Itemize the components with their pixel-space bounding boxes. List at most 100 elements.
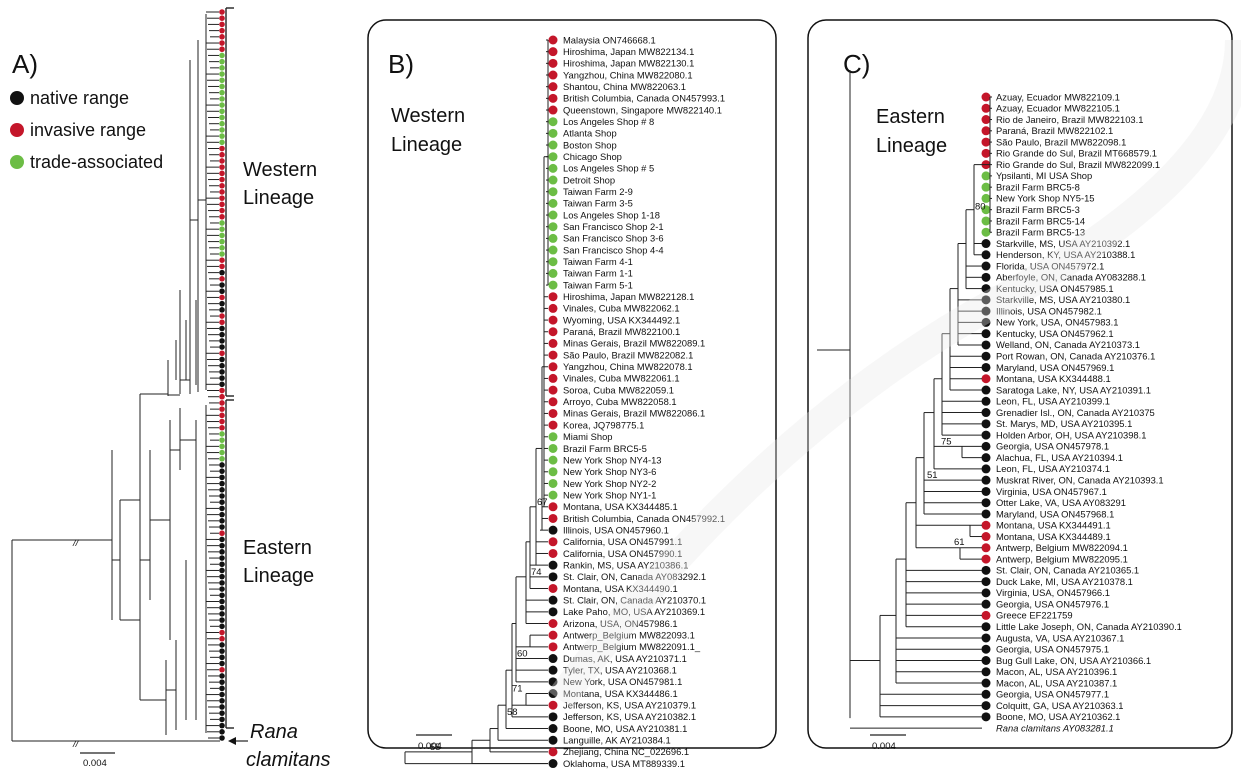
panel-b-leaf-label: Taiwan Farm 3-5 bbox=[563, 198, 633, 209]
panel-c-leaf-label: St. Clair, ON, Canada AY210365.1 bbox=[996, 565, 1139, 576]
panel-a-tip-dot bbox=[219, 40, 225, 46]
panel-b-leaf-dot bbox=[548, 233, 558, 243]
panel-a-tip-dot bbox=[219, 356, 225, 363]
panel-c-leaf-dot bbox=[981, 520, 991, 530]
panel-a-tip-dot bbox=[219, 728, 225, 735]
panel-b-leaf-label: Minas Gerais, Brazil MW822086.1 bbox=[563, 408, 705, 419]
panel-a-tip-dot bbox=[219, 666, 225, 673]
panel-a-tip-dot bbox=[219, 518, 225, 524]
legend-label-native: native range bbox=[30, 88, 129, 108]
panel-a-tip-dot bbox=[219, 338, 225, 344]
panel-b-leaf-label: Los Angeles Shop # 8 bbox=[563, 116, 654, 127]
panel-b-leaf-dot bbox=[548, 82, 558, 92]
panel-c-leaf-label: Brazil Farm BRC5-3 bbox=[996, 204, 1080, 215]
panel-c-leaf-dot bbox=[981, 701, 991, 711]
panel-a-tip-dot bbox=[219, 9, 225, 15]
panel-b-leaf-label: Antwerp_Belgium MW822093.1 bbox=[563, 629, 695, 640]
panel-c-leaf-label: St. Marys, MD, USA AY210395.1 bbox=[996, 418, 1132, 429]
panel-b-leaf-dot bbox=[548, 257, 558, 267]
panel-a-tip-dot bbox=[219, 276, 225, 282]
panel-b-leaf-dot bbox=[548, 583, 558, 593]
panel-a-tip-dot bbox=[219, 133, 225, 139]
panel-a-tip-dot bbox=[219, 381, 225, 388]
panel-c-leaf-label: Grenadier Isl., ON, Canada AY210375 bbox=[996, 407, 1155, 418]
panel-a-tip-dot bbox=[219, 282, 225, 288]
panel-c-leaf-label: Illinois, USA ON457982.1 bbox=[996, 305, 1102, 316]
panel-c-leaf-dot bbox=[981, 667, 991, 677]
panel-c-leaf-label: Henderson, KY, USA AY210388.1 bbox=[996, 249, 1135, 260]
panel-a-tip-dot bbox=[219, 449, 225, 456]
panel-a-tip-dot bbox=[219, 201, 225, 208]
panel-c-leaf-label: Boone, MO, USA AY210362.1 bbox=[996, 711, 1120, 722]
panel-c-leaf-dot bbox=[981, 656, 991, 665]
panel-b-leaf-dot bbox=[548, 747, 558, 757]
outgroup-arrowhead bbox=[228, 737, 236, 745]
panel-c-leaf-dot bbox=[981, 340, 991, 350]
panel-a-tip-dot bbox=[219, 431, 225, 437]
panel-a-tip-dot bbox=[219, 580, 225, 586]
panel-b-leaf-dot bbox=[548, 490, 558, 500]
panel-b-leaf-label: Tyler, TX, USA AY210368.1 bbox=[563, 664, 677, 675]
panel-b-bootstrap: 58 bbox=[507, 707, 518, 718]
panel-a-tip-dot bbox=[219, 592, 225, 599]
panel-c-leaf-label: Brazil Farm BRC5-14 bbox=[996, 215, 1085, 226]
panel-a-tip-dot bbox=[219, 375, 225, 381]
panel-c-leaf-dot bbox=[981, 689, 991, 699]
panel-b-leaf-label: Boston Shop bbox=[563, 139, 617, 150]
panel-c-leaf-label: Virginia, USA, ON457966.1 bbox=[996, 587, 1110, 598]
panel-a-tip-dot bbox=[219, 182, 225, 189]
panel-a-break-mark: // bbox=[72, 538, 80, 549]
panel-b-leaf-label: Los Angeles Shop 1-18 bbox=[563, 209, 660, 220]
panel-b-leaf-label: Minas Gerais, Brazil MW822089.1 bbox=[563, 338, 705, 349]
panel-c-leaf-label: Port Rowan, ON, Canada AY210376.1 bbox=[996, 351, 1155, 362]
panel-c-leaf-dot bbox=[981, 712, 991, 722]
panel-a-tip-dot bbox=[219, 83, 225, 90]
panel-b-leaf-dot bbox=[548, 280, 558, 290]
panel-a-tip-dot bbox=[219, 331, 225, 338]
panel-a-tip-dot bbox=[219, 418, 225, 425]
panel-b-leaf-label: Rankin, MS, USA AY210386.1 bbox=[563, 559, 688, 570]
panel-a-tip-dot bbox=[219, 704, 225, 710]
panel-b-leaf-dot bbox=[548, 35, 558, 45]
panel-c-leaf-dot bbox=[981, 137, 991, 147]
panel-c-leaf-label: Rio Grande do Sul, Brazil MT668579.1 bbox=[996, 148, 1157, 159]
panel-c-leaf-label: Kentucky, USA ON457985.1 bbox=[996, 283, 1114, 294]
panel-b-leaf-label: Taiwan Farm 1-1 bbox=[563, 268, 633, 279]
panel-a-tip-dot bbox=[219, 635, 225, 642]
panel-a-tip-dot bbox=[219, 480, 225, 487]
panel-b-leaf-dot bbox=[548, 478, 558, 488]
panel-b-leaf-label: Illinois, USA ON457960.1 bbox=[563, 524, 669, 535]
panel-b-leaf-label: San Francisco Shop 4-4 bbox=[563, 244, 664, 255]
panel-c-leaf-label: Otter Lake, VA, USA AY083291 bbox=[996, 497, 1126, 508]
panel-c-leaf-label: Macon, AL, USA AY210387.1 bbox=[996, 677, 1117, 688]
panel-a-tip-dot bbox=[219, 654, 225, 661]
panel-a-tip-dot bbox=[219, 294, 225, 301]
panel-b-bootstrap: 67 bbox=[537, 497, 548, 508]
panel-c-leaf-dot bbox=[981, 295, 991, 305]
panel-b-leaf-label: Shantou, China MW822063.1 bbox=[563, 81, 686, 92]
panel-c-leaf-label: Rio de Janeiro, Brazil MW822103.1 bbox=[996, 114, 1143, 125]
panel-a-tip-dot bbox=[219, 716, 225, 723]
panel-b-leaf-label: Vinales, Cuba MW822061.1 bbox=[563, 373, 680, 384]
panel-c-lineage-label: Lineage bbox=[876, 135, 947, 157]
panel-a-tip-dot bbox=[219, 611, 225, 617]
panel-a-tip-dot bbox=[219, 735, 225, 741]
panel-a-tip-dot bbox=[219, 139, 225, 146]
panel-c-leaf-dot bbox=[981, 610, 991, 620]
panel-a-eastern-label: Eastern bbox=[243, 537, 312, 559]
panel-a-letter: A) bbox=[12, 49, 38, 79]
panel-a-tip-dot bbox=[219, 350, 225, 357]
panel-b-leaf-dot bbox=[548, 689, 558, 699]
panel-b-leaf-dot bbox=[548, 467, 558, 477]
panel-a-outgroup-label: clamitans bbox=[246, 749, 330, 769]
panel-b-leaf-dot bbox=[548, 163, 558, 173]
legend-dot-trade bbox=[10, 155, 24, 169]
panel-a-tip-dot bbox=[219, 604, 225, 611]
panel-c-leaf-dot bbox=[981, 565, 991, 575]
panel-a-tip-dot bbox=[219, 642, 225, 648]
panel-c-frame bbox=[807, 19, 1233, 749]
panel-a-tip-dot bbox=[219, 251, 225, 257]
panel-a-tip-dot bbox=[219, 238, 225, 245]
panel-b-leaf-dot bbox=[548, 152, 558, 162]
panel-a-tip-dot bbox=[219, 170, 225, 177]
